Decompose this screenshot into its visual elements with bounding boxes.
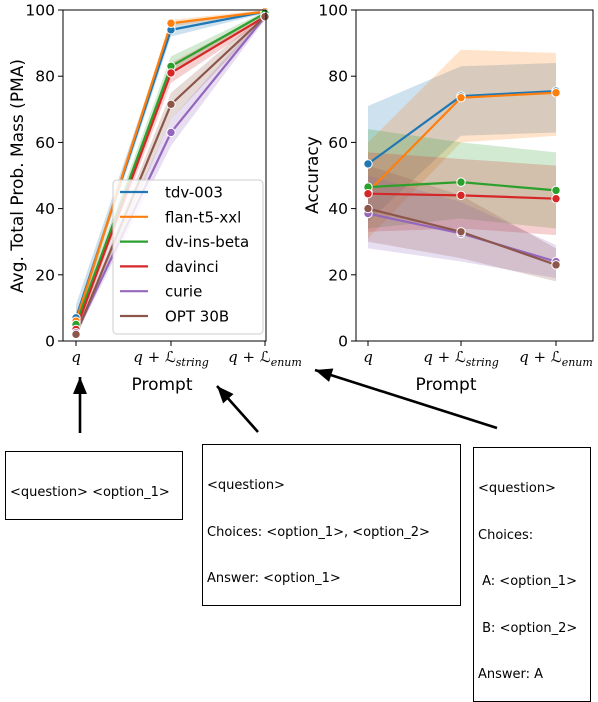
legend-label: flan-t5-xxl: [165, 208, 241, 226]
y-tick-label: 0: [338, 333, 348, 351]
axes-frame: [62, 9, 267, 342]
prompt-line: <question>: [478, 481, 556, 496]
y-axis-label: Accuracy: [303, 136, 323, 214]
prompt-line: Answer: A: [478, 667, 544, 682]
tick-q: q: [228, 348, 238, 366]
data-point: [166, 68, 176, 78]
tick-subscript: string: [466, 356, 499, 369]
prompt-line: Choices:: [478, 527, 534, 543]
y-tick-label: 100: [318, 2, 348, 20]
legend-label: dv-ins-beta: [165, 233, 249, 251]
data-point: [456, 227, 466, 237]
arrows: [73, 368, 498, 433]
legend-label: davinci: [165, 258, 219, 276]
x-tick-label: q + ℒenum: [519, 348, 593, 369]
y-tick-label: 40: [35, 200, 55, 218]
data-point: [363, 203, 373, 214]
arrow-head: [73, 377, 87, 394]
tick-L: ℒ: [455, 348, 466, 366]
legend-label: tdv-003: [165, 184, 223, 202]
tick-L: ℒ: [551, 348, 562, 366]
tick-L: ℒ: [260, 348, 271, 366]
tick-subscript: enum: [271, 356, 302, 369]
tick-subscript: enum: [562, 356, 593, 369]
tick-plus: +: [238, 348, 260, 366]
y-tick-label: 80: [35, 68, 55, 86]
prompt-line: <question> <option_1>: [10, 485, 170, 500]
data-point: [456, 93, 466, 103]
legend-box: [112, 179, 264, 335]
data-point: [166, 99, 176, 110]
y-tick-label: 20: [328, 266, 348, 284]
tick-plus: +: [143, 348, 165, 366]
data-point: [71, 329, 81, 340]
x-axis-label: Prompt: [416, 375, 477, 395]
tick-plus: +: [433, 348, 455, 366]
prompt-line: A: <option_1>: [478, 574, 577, 589]
y-tick-label: 60: [328, 134, 348, 152]
prompt-box-plain: <question> <option_1>: [5, 451, 183, 520]
tick-q: q: [519, 348, 529, 366]
prompt-box-string: <question> Choices: <option_1>, <option_…: [202, 444, 461, 606]
tick-L: ℒ: [165, 348, 176, 366]
tick-q: q: [133, 348, 143, 366]
legend: tdv-003 flan-t5-xxl dv-ins-beta davinci curi…: [112, 179, 264, 335]
data-point: [363, 189, 373, 199]
legend-label: curie: [165, 283, 202, 301]
data-point: [166, 18, 176, 28]
x-tick-label: q + ℒstring: [423, 348, 499, 369]
prompt-line: Answer: <option_1>: [207, 571, 341, 586]
y-tick-label: 60: [35, 134, 55, 152]
data-point: [260, 11, 270, 22]
data-point: [551, 193, 561, 204]
y-tick-label: 20: [35, 266, 55, 284]
y-tick-label: 0: [45, 333, 55, 351]
x-tick-label: q + ℒenum: [228, 348, 302, 369]
data-point: [551, 88, 561, 98]
x-tick-label: q + ℒstring: [133, 348, 209, 369]
axes-frame: [355, 9, 594, 342]
y-axis-label: Avg. Total Prob. Mass (PMA): [8, 59, 28, 293]
tick-q: q: [71, 348, 81, 366]
x-tick-label: q: [71, 348, 81, 366]
data-point: [166, 127, 176, 138]
arrow-head: [315, 368, 334, 382]
x-tick-label: q: [363, 348, 373, 366]
y-tick-label: 100: [25, 2, 55, 20]
data-point: [551, 185, 561, 196]
arrow-head: [217, 386, 234, 404]
ci-band: [368, 62, 556, 222]
tick-q: q: [423, 348, 433, 366]
legend-label: OPT 30B: [165, 308, 229, 326]
data-point: [363, 159, 373, 169]
tick-subscript: string: [176, 356, 209, 369]
data-point: [456, 177, 466, 187]
x-axis-label: Prompt: [132, 375, 193, 395]
y-tick-label: 40: [328, 200, 348, 218]
prompt-line: <question>: [207, 478, 285, 493]
y-tick-label: 80: [328, 68, 348, 86]
data-point: [551, 260, 561, 270]
ci-band: [368, 175, 556, 279]
data-point: [456, 190, 466, 201]
ci-band: [368, 49, 556, 239]
tick-q: q: [363, 348, 373, 366]
arrow-shaft: [314, 368, 498, 430]
prompt-line: B: <option_2>: [478, 620, 578, 636]
tick-plus: +: [529, 348, 551, 366]
prompt-line: Choices: <option_1>, <option_2>: [207, 524, 430, 540]
prompt-box-enum: <question> Choices: A: <option_1> B: <op…: [473, 447, 591, 702]
